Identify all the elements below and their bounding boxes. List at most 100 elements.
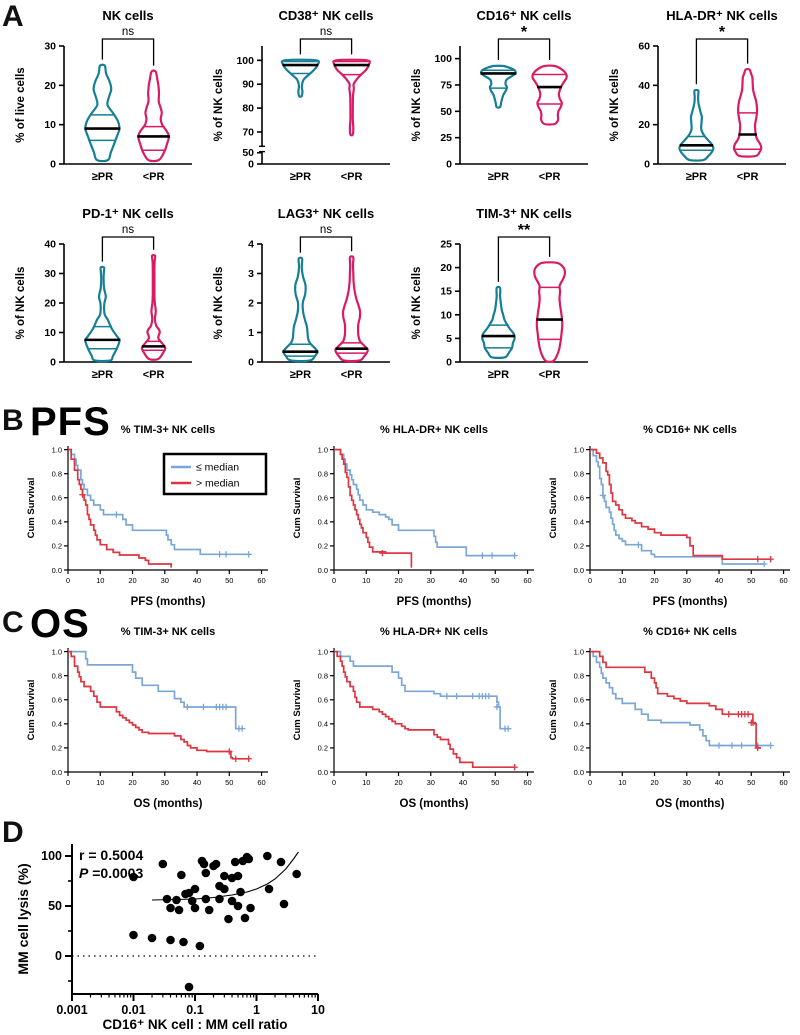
svg-text:30: 30 xyxy=(427,576,435,585)
svg-text:% of NK cells: % of NK cells xyxy=(213,69,225,142)
svg-text:50: 50 xyxy=(491,778,499,787)
svg-text:10: 10 xyxy=(618,778,626,787)
scatter-plot-mm-lysis: 0 50 100 0.001 0.01 0.1 1 10 r = 0.5004 P =0.0003… xyxy=(15,844,325,1032)
svg-text:50: 50 xyxy=(747,778,755,787)
svg-text:*: * xyxy=(521,24,528,41)
svg-text:0: 0 xyxy=(248,357,254,369)
svg-text:40: 40 xyxy=(44,239,56,251)
svg-text:0: 0 xyxy=(332,576,336,585)
svg-text:75: 75 xyxy=(440,79,452,91)
svg-text:1.0: 1.0 xyxy=(574,647,584,656)
svg-text:0: 0 xyxy=(644,159,650,171)
svg-text:40: 40 xyxy=(193,576,201,585)
svg-text:60: 60 xyxy=(779,576,787,585)
svg-text:% CD16+ NK cells: % CD16+ NK cells xyxy=(643,424,737,436)
violin-plot-pd1-nk: PD-1⁺ NK cells % of NK cells 0 10 20 30 40 ≥PR <… xyxy=(15,206,192,381)
svg-text:10: 10 xyxy=(44,119,56,131)
svg-text:0.2: 0.2 xyxy=(574,542,584,551)
svg-text:% HLA-DR+ NK cells: % HLA-DR+ NK cells xyxy=(380,424,488,436)
svg-text:0: 0 xyxy=(50,159,56,171)
svg-text:0.0: 0.0 xyxy=(574,566,584,575)
svg-text:> median: > median xyxy=(196,478,240,490)
svg-text:0: 0 xyxy=(446,357,452,369)
svg-text:1.0: 1.0 xyxy=(318,445,328,454)
svg-text:0.2: 0.2 xyxy=(318,744,328,753)
os-heading: OS xyxy=(30,602,90,646)
svg-text:PFS (months): PFS (months) xyxy=(653,596,728,608)
svg-text:0.8: 0.8 xyxy=(574,469,584,478)
km-plot-os-cd16: % CD16+ NK cells Cum Survival OS (months) 0… xyxy=(548,626,790,810)
svg-text:20: 20 xyxy=(128,778,136,787)
svg-text:≤ median: ≤ median xyxy=(196,462,239,474)
svg-text:r = 0.5004: r = 0.5004 xyxy=(79,847,143,863)
svg-text:20: 20 xyxy=(638,119,650,131)
svg-text:30: 30 xyxy=(161,778,169,787)
violin-plot-tim3-nk: TIM-3⁺ NK cells % of NK cells 0 5 10 15 20 25 ≥P… xyxy=(411,206,588,381)
svg-text:50: 50 xyxy=(225,576,233,585)
svg-text:0: 0 xyxy=(446,159,452,171)
svg-text:0.8: 0.8 xyxy=(574,671,584,680)
panel-d-label: D xyxy=(2,816,24,849)
svg-text:0: 0 xyxy=(248,159,254,171)
svg-text:Cum Survival: Cum Survival xyxy=(292,680,303,741)
svg-text:% of NK cells: % of NK cells xyxy=(411,69,423,142)
svg-text:NK cells: NK cells xyxy=(102,8,153,23)
svg-text:40: 40 xyxy=(715,576,723,585)
svg-text:0.2: 0.2 xyxy=(52,744,62,753)
svg-text:0.8: 0.8 xyxy=(318,671,328,680)
violin-plot-hladr-nk: HLA-DR⁺ NK cells % of NK cells 0 20 40 60 ≥PR <… xyxy=(609,8,786,183)
svg-text:CD16⁺ NK cells: CD16⁺ NK cells xyxy=(476,8,571,23)
km-plot-os-hladr: % HLA-DR+ NK cells Cum Survival OS (months… xyxy=(292,626,534,810)
svg-text:0.8: 0.8 xyxy=(52,671,62,680)
svg-text:60: 60 xyxy=(523,576,531,585)
svg-text:80: 80 xyxy=(242,103,254,115)
svg-text:LAG3⁺ NK cells: LAG3⁺ NK cells xyxy=(278,206,374,221)
svg-text:**: ** xyxy=(518,222,531,239)
svg-text:Cum Survival: Cum Survival xyxy=(26,680,37,741)
svg-text:40: 40 xyxy=(459,576,467,585)
svg-text:% TIM-3+ NK cells: % TIM-3+ NK cells xyxy=(121,424,215,436)
svg-text:3: 3 xyxy=(248,268,254,280)
km-plot-pfs-hladr: % HLA-DR+ NK cells Cum Survival PFS (month… xyxy=(292,424,534,608)
svg-text:10: 10 xyxy=(96,778,104,787)
svg-text:PD-1⁺ NK cells: PD-1⁺ NK cells xyxy=(82,206,173,221)
violin-plot-cd16-nk: CD16⁺ NK cells % of NK cells 0 25 50 75 100 ≥PR… xyxy=(411,8,588,183)
svg-text:<PR: <PR xyxy=(539,369,561,381)
svg-text:50: 50 xyxy=(48,899,62,913)
svg-text:0: 0 xyxy=(588,778,592,787)
svg-text:30: 30 xyxy=(427,778,435,787)
svg-text:% of NK cells: % of NK cells xyxy=(609,69,621,142)
svg-text:PFS (months): PFS (months) xyxy=(131,596,206,608)
svg-text:20: 20 xyxy=(650,778,658,787)
svg-text:≥PR: ≥PR xyxy=(290,171,311,183)
svg-text:0.0: 0.0 xyxy=(318,768,328,777)
svg-text:10: 10 xyxy=(618,576,626,585)
svg-text:% HLA-DR+ NK cells: % HLA-DR+ NK cells xyxy=(380,626,488,638)
violin-plot-cd38-nk: CD38⁺ NK cells % of NK cells 050 70 80 90 100 ≥… xyxy=(213,8,390,183)
svg-text:30: 30 xyxy=(683,576,691,585)
svg-text:10: 10 xyxy=(440,309,452,321)
svg-text:0.2: 0.2 xyxy=(318,542,328,551)
svg-text:0.2: 0.2 xyxy=(52,542,62,551)
svg-text:40: 40 xyxy=(638,80,650,92)
svg-text:50: 50 xyxy=(225,778,233,787)
svg-text:≥PR: ≥PR xyxy=(92,171,113,183)
svg-text:ns: ns xyxy=(122,26,134,38)
svg-text:*: * xyxy=(719,24,726,41)
svg-text:25: 25 xyxy=(440,239,452,251)
svg-text:0: 0 xyxy=(50,357,56,369)
svg-text:20: 20 xyxy=(440,262,452,274)
svg-text:50: 50 xyxy=(747,576,755,585)
km-plot-pfs-tim3: % TIM-3+ NK cells Cum Survival PFS (months… xyxy=(26,424,268,608)
svg-text:20: 20 xyxy=(128,576,136,585)
svg-text:4: 4 xyxy=(248,239,254,251)
svg-text:0.8: 0.8 xyxy=(318,469,328,478)
svg-text:40: 40 xyxy=(459,778,467,787)
svg-text:0.0: 0.0 xyxy=(574,768,584,777)
svg-text:% of NK cells: % of NK cells xyxy=(411,267,423,340)
svg-text:0.0: 0.0 xyxy=(318,566,328,575)
svg-text:ns: ns xyxy=(320,26,332,38)
svg-text:<PR: <PR xyxy=(341,369,363,381)
svg-text:% CD16+ NK cells: % CD16+ NK cells xyxy=(643,626,737,638)
svg-text:0.6: 0.6 xyxy=(52,696,62,705)
